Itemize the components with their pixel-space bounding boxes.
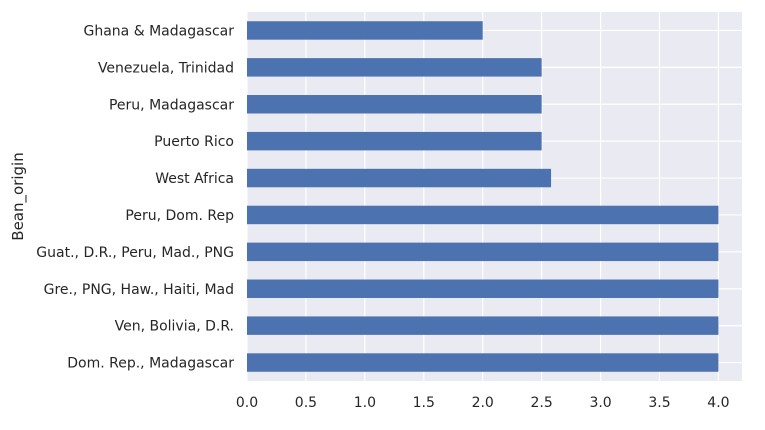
y-axis-label: Bean_origin	[9, 152, 28, 240]
y-tick-label: Guat., D.R., Peru, Mad., PNG	[36, 245, 234, 261]
x-tick-label: 2.0	[472, 395, 494, 411]
bar	[247, 242, 719, 262]
bar	[247, 131, 542, 151]
bar	[247, 95, 542, 114]
y-tick-label: Peru, Dom. Rep	[125, 208, 234, 224]
y-tick-label: Venezuela, Trinidad	[98, 60, 234, 76]
x-tick-label: 3.0	[589, 395, 611, 411]
x-tick-label: 1.0	[354, 395, 376, 411]
y-tick-label: Dom. Rep., Madagascar	[67, 356, 234, 372]
bar	[247, 168, 552, 188]
bar	[247, 205, 719, 225]
x-tick-label: 0.5	[295, 395, 317, 411]
x-tick-labels: 0.0 0.5 1.0 1.5 2.0 2.5 3.0 3.5 4.0	[236, 395, 730, 411]
x-tick-label: 3.5	[648, 395, 670, 411]
y-tick-label: Peru, Madagascar	[109, 97, 234, 113]
bar	[247, 58, 542, 77]
x-tick-label: 0.0	[236, 395, 258, 411]
bar	[247, 316, 719, 335]
bars	[247, 21, 719, 372]
y-tick-label: Ghana & Madagascar	[84, 23, 235, 39]
y-tick-label: Puerto Rico	[154, 134, 234, 150]
y-tick-label: Gre., PNG, Haw., Haiti, Mad	[44, 282, 234, 298]
bar	[247, 353, 719, 372]
x-tick-label: 1.5	[413, 395, 435, 411]
x-tick-label: 2.5	[531, 395, 553, 411]
y-tick-label: West Africa	[155, 171, 234, 187]
bar	[247, 279, 719, 298]
bar	[247, 21, 483, 40]
y-tick-labels: Ghana & Madagascar Venezuela, Trinidad Per…	[36, 23, 234, 371]
y-tick-label: Ven, Bolivia, D.R.	[115, 319, 234, 335]
x-tick-label: 4.0	[707, 395, 729, 411]
